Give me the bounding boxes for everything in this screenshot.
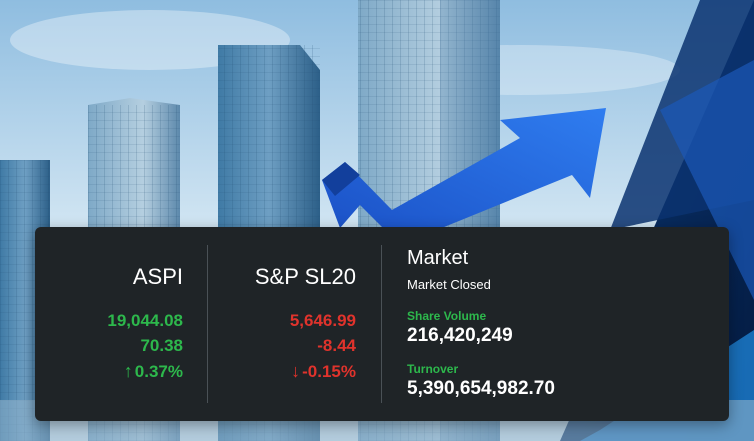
column-divider <box>381 245 382 403</box>
sp-sl20-value: 5,646.99 <box>289 311 356 330</box>
column-divider <box>207 245 208 403</box>
market-column: Market Market Closed Share Volume 216,42… <box>407 227 707 421</box>
sp-sl20-title: S&P SL20 <box>254 264 356 289</box>
aspi-percent-row: ↑ 0.37% <box>124 361 183 382</box>
turnover-value: 5,390,654,982.70 <box>407 378 555 399</box>
aspi-change: 70.38 <box>140 336 183 355</box>
arrow-down-icon: ↓ <box>291 361 301 381</box>
market-summary-panel: ASPI 19,044.08 70.38 ↑ 0.37% S&P SL20 5,6… <box>35 227 729 421</box>
sp-sl20-percent: -0.15% <box>302 362 356 381</box>
aspi-column: ASPI 19,044.08 70.38 ↑ 0.37% <box>35 227 183 421</box>
market-title: Market <box>407 247 469 269</box>
aspi-percent: 0.37% <box>134 362 183 381</box>
sp-sl20-change: -8.44 <box>317 336 356 355</box>
sp-sl20-percent-row: ↓ -0.15% <box>291 361 356 382</box>
market-status: Market Closed <box>407 277 491 292</box>
aspi-title: ASPI <box>132 264 183 289</box>
share-volume-value: 216,420,249 <box>407 325 513 346</box>
sp-sl20-column: S&P SL20 5,646.99 -8.44 ↓ -0.15% <box>215 227 356 421</box>
share-volume-label: Share Volume <box>407 309 487 323</box>
turnover-label: Turnover <box>407 362 459 376</box>
aspi-value: 19,044.08 <box>107 311 183 330</box>
arrow-up-icon: ↑ <box>123 361 133 381</box>
